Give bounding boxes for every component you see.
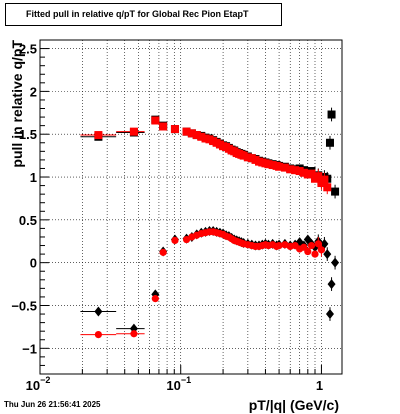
circle-marker [130,330,138,338]
square-marker [192,131,201,140]
square-marker [320,175,329,184]
data-point-circle [116,330,145,338]
square-marker [323,183,332,192]
y-tick-label: 0 [30,256,37,271]
y-tick-label: 1 [30,170,37,185]
square-marker [307,169,316,178]
x-axis-label: pT/|q| (GeV/c) [249,397,339,413]
diamond-marker [331,257,340,268]
circle-marker [307,241,316,250]
data-point-square [325,135,334,150]
circle-marker [275,241,283,250]
data-point-diamond [323,247,332,261]
circle-marker [311,250,319,258]
y-tick-label: 0.5 [19,213,37,228]
y-tick-label: −0.5 [11,298,37,313]
data-point-circle [304,247,312,256]
circle-marker [159,248,167,256]
data-point-square [331,184,340,199]
square-marker [295,167,304,176]
data-point-circle [311,250,319,258]
square-marker [286,165,295,174]
data-point-square [323,180,332,195]
square-marker [275,162,284,171]
data-point-square [327,107,336,122]
data-point-circle [182,235,191,244]
data-point-square [286,165,295,174]
data-point-square [187,129,196,138]
diamond-marker [325,309,334,320]
data-point-circle [317,242,326,257]
diamond-marker [327,279,336,290]
data-point-square [170,125,179,134]
x-tick-label: 10−1 [166,375,191,393]
square-marker [280,163,289,172]
square-marker [170,125,179,134]
y-tick-label: 2.5 [19,42,37,57]
data-point-square [151,116,160,125]
diamond-marker [323,249,332,260]
circle-marker [94,331,102,339]
data-point-diamond [80,306,117,317]
data-point-square [192,131,201,140]
data-point-square [291,166,300,175]
square-marker [325,138,334,147]
circle-marker [304,247,312,256]
chart-title: Fitted pull in relative q/pT for Global … [5,3,282,26]
diamond-marker [320,238,329,249]
circle-marker [317,246,326,254]
y-tick-label: 2 [30,84,37,99]
square-marker [129,127,138,136]
circle-marker [182,235,191,244]
plot-frame [39,39,343,375]
square-marker [314,172,323,181]
timestamp: Thu Jun 26 21:56:41 2025 [4,400,101,409]
data-point-circle [80,331,117,339]
data-markers [80,107,340,339]
y-tick-label: −1 [22,341,37,356]
data-point-circle [151,295,159,303]
data-point-diamond [116,323,145,334]
circle-marker [171,236,179,244]
data-point-square [275,162,284,171]
data-point-square [182,127,191,136]
square-marker [197,132,206,141]
data-point-square [264,160,273,169]
data-point-square [295,167,304,176]
square-marker [94,131,103,140]
square-marker [159,122,168,131]
data-point-circle [275,241,283,250]
square-marker [182,127,191,136]
data-point-square [239,151,248,160]
square-marker [187,129,196,138]
square-marker [291,166,300,175]
circle-marker [314,240,322,248]
data-point-diamond [327,277,336,291]
diamond-marker [94,306,103,317]
data-point-diamond [325,307,334,321]
square-marker [239,151,248,160]
x-tick-label: 10−2 [26,375,51,393]
square-marker [151,116,160,125]
data-point-square [159,122,168,131]
data-point-circle [171,236,179,244]
data-point-square [116,127,145,136]
circle-marker [151,295,159,303]
square-marker [264,160,273,169]
x-tick-label: 1 [316,378,323,393]
grid-lines [39,40,342,374]
data-point-square [280,163,289,172]
data-point-circle [159,248,167,256]
data-point-circle [307,241,316,250]
y-axis-label: pull in relative q/pT [9,40,25,168]
data-point-square [80,131,117,140]
data-point-square [197,132,206,141]
y-tick-label: 1.5 [19,127,37,142]
data-point-diamond [331,255,340,270]
square-marker [331,187,340,196]
square-marker [327,110,336,119]
